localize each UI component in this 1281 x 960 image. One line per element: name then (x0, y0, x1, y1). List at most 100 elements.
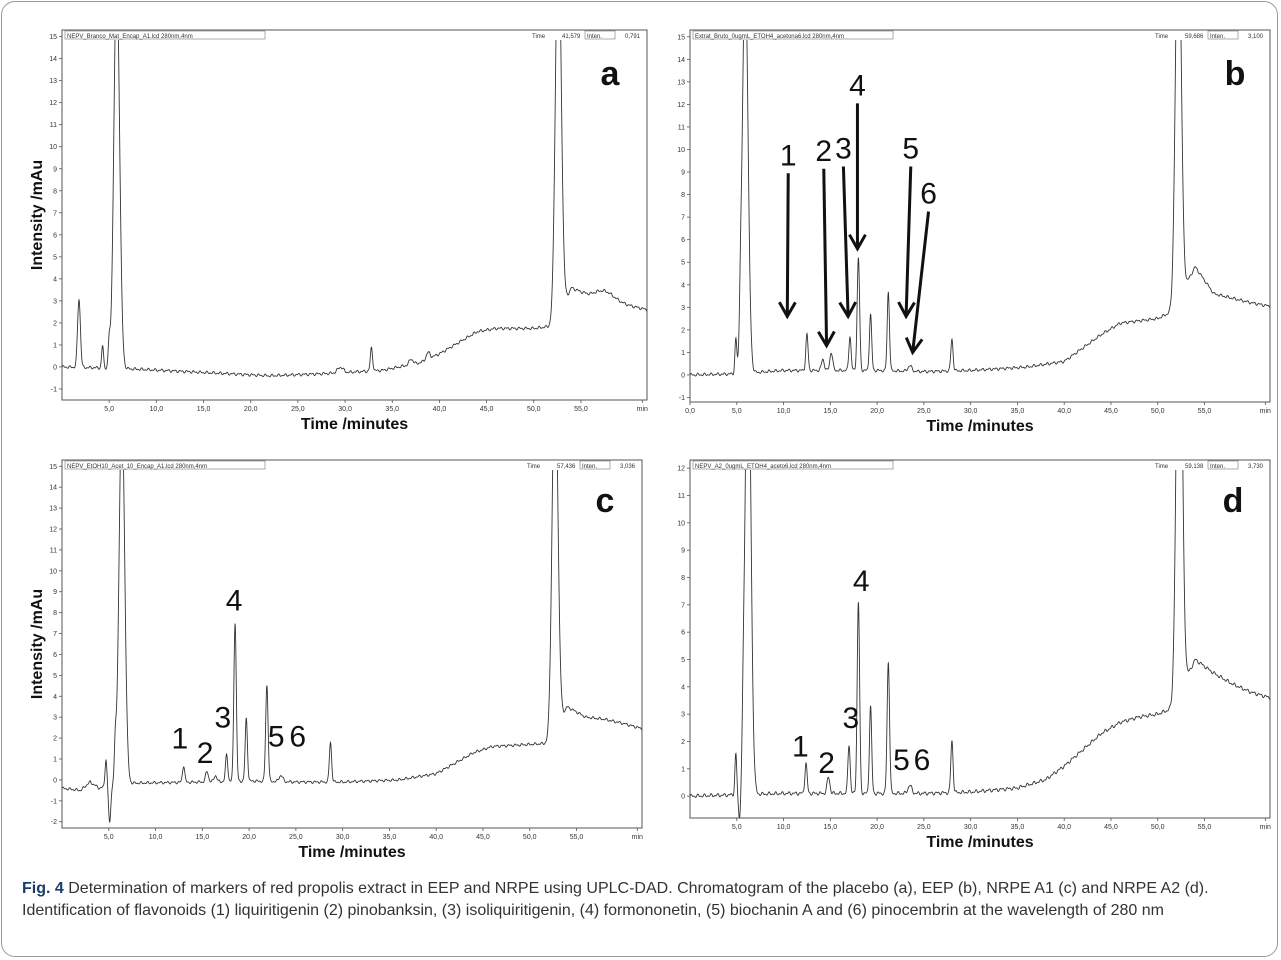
y-tick-label: 13 (677, 79, 685, 86)
y-tick-label: 8 (681, 575, 685, 582)
y-tick-label: 6 (681, 630, 685, 637)
x-tick-label: 15,0 (197, 406, 211, 413)
peak-label-6: 6 (289, 720, 306, 753)
y-tick-label: 7 (681, 602, 685, 609)
x-tick-label: min (1260, 408, 1271, 415)
plot-area-b (689, 29, 1271, 403)
y-tick-label: 12 (677, 102, 685, 109)
y-tick-label: 14 (49, 485, 57, 492)
y-tick-label: 5 (53, 254, 57, 261)
peak-label-4: 4 (853, 565, 870, 598)
header-b: Extrat_Bruto_0ugmL_ETOH4_acetona6.lcd 28… (692, 30, 1264, 40)
y-axis-label: Intensity /mAu (29, 589, 46, 699)
y-tick-label: 0 (681, 794, 685, 801)
header-file-box (692, 460, 894, 470)
peak-label-5: 5 (902, 133, 919, 166)
x-axis-label: Time /minutes (301, 416, 408, 433)
x-tick-label: 45,0 (1104, 408, 1118, 415)
plot-area-c (61, 459, 643, 829)
y-tick-label: 5 (681, 260, 685, 267)
peak-arrow-1 (785, 173, 790, 317)
y-tick-label: 1 (53, 757, 57, 764)
y-tick-label: 8 (681, 192, 685, 199)
x-axis-label: Time /minutes (926, 834, 1033, 851)
x-tick-label: 30,0 (338, 406, 352, 413)
header-inten: Inten. (587, 34, 602, 40)
y-tick-label: 9 (681, 170, 685, 177)
x-tick-label: 30,0 (336, 834, 350, 841)
header-inten-box (1207, 30, 1239, 40)
y-tick-label: 6 (681, 237, 685, 244)
peak-label-5: 5 (893, 744, 910, 777)
y-tick-label: 7 (681, 215, 685, 222)
y-tick-label: -1 (51, 386, 57, 393)
y-tick-label: 10 (49, 144, 57, 151)
peak-arrow-3 (841, 166, 850, 317)
x-axis-label: Time /minutes (298, 844, 405, 861)
y-tick-label: 0 (53, 777, 57, 784)
y-tick-label: 2 (681, 739, 685, 746)
y-tick-label: 14 (677, 57, 685, 64)
x-tick-label: 35,0 (383, 834, 397, 841)
chromatogram-trace-d (690, 470, 1270, 818)
header-c: NEPV_EtOH10_Acet_10_Encap_A1.lcd 280nm,4… (64, 460, 636, 470)
peak-label-1: 1 (792, 731, 809, 764)
panel-letter-c: c (596, 482, 615, 520)
y-tick-label: 2 (53, 736, 57, 743)
x-tick-label: 10,0 (777, 408, 791, 415)
x-tick-label: 45,0 (480, 406, 494, 413)
x-tick-label: 50,0 (1151, 408, 1165, 415)
panel-d: NEPV_A2_0ugmL_ETOH4_aceto6.lcd 280nm,4nm… (677, 459, 1271, 851)
peak-label-2: 2 (197, 737, 214, 770)
x-tick-label: 5,0 (732, 408, 742, 415)
x-tick-label: 20,0 (870, 824, 884, 831)
y-tick-label: 4 (53, 276, 57, 283)
y-tick-label: 3 (53, 298, 57, 305)
y-tick-label: 1 (681, 350, 685, 357)
header-inten-value: 3,036 (620, 464, 636, 470)
x-tick-label: 15,0 (824, 408, 838, 415)
peak-label-3: 3 (843, 702, 860, 735)
x-tick-label: min (1260, 824, 1271, 831)
y-tick-label: 4 (681, 684, 685, 691)
peak-arrowhead-1 (778, 301, 797, 320)
y-tick-label: 13 (49, 78, 57, 85)
header-time: Time (527, 464, 541, 470)
header-file: Extrat_Bruto_0ugmL_ETOH4_acetona6.lcd 28… (695, 34, 844, 40)
x-tick-label: 10,0 (150, 406, 164, 413)
header-inten-box (1207, 460, 1239, 470)
y-tick-label: 12 (49, 527, 57, 534)
x-tick-label: 25,0 (917, 408, 931, 415)
panel-b: Extrat_Bruto_0ugmL_ETOH4_acetona6.lcd 28… (677, 29, 1271, 435)
x-tick-label: 35,0 (385, 406, 399, 413)
header-inten-value: 3,730 (1248, 464, 1264, 470)
caption-figure-label: Fig. 4 (22, 880, 64, 897)
peak-label-1: 1 (172, 723, 189, 756)
y-tick-label: -1 (51, 798, 57, 805)
peak-label-2: 2 (818, 747, 835, 780)
peak-label-6: 6 (914, 744, 931, 777)
y-tick-label: 15 (49, 34, 57, 41)
chromatogram-trace-c (62, 470, 642, 824)
header-time-value: 57,436 (557, 464, 576, 470)
y-tick-label: 12 (49, 100, 57, 107)
peak-arrowhead-5 (897, 301, 916, 320)
peak-label-4: 4 (226, 585, 243, 618)
x-tick-label: 55,0 (1198, 408, 1212, 415)
x-tick-label: 50,0 (523, 834, 537, 841)
peak-arrow-2 (822, 168, 829, 346)
header-time-value: 59,138 (1185, 464, 1204, 470)
x-tick-label: 55,0 (574, 406, 588, 413)
peak-arrow-6 (911, 211, 931, 353)
header-inten: Inten. (1210, 464, 1225, 470)
x-tick-label: 20,0 (244, 406, 258, 413)
peak-label-4: 4 (849, 69, 866, 102)
y-tick-label: 10 (677, 520, 685, 527)
x-tick-label: min (637, 406, 648, 413)
y-tick-label: 11 (50, 122, 57, 129)
y-tick-label: 6 (53, 652, 57, 659)
header-file-box (64, 30, 266, 40)
x-tick-label: 20,0 (242, 834, 256, 841)
y-tick-label: 10 (49, 568, 57, 575)
y-tick-label: 2 (53, 320, 57, 327)
